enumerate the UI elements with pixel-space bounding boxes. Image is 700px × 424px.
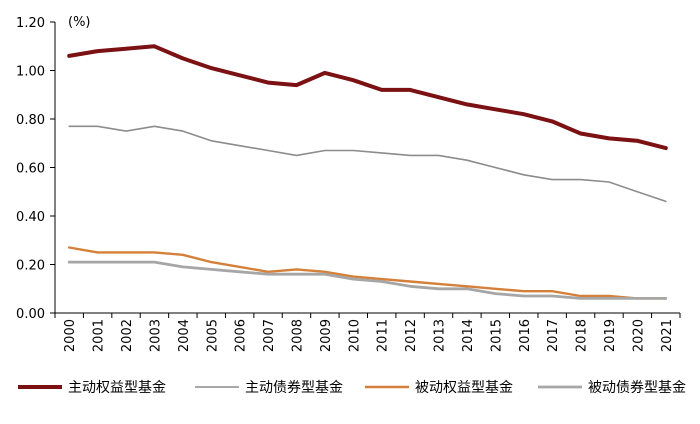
legend-label-1: 主动权益型基金: [68, 379, 166, 396]
legend: 主动权益型基金 主动债券型基金 被动权益型基金 被动债券型基金: [18, 379, 686, 396]
x-tick-label: 2015: [489, 319, 504, 352]
x-tick-label: 2020: [631, 319, 646, 352]
legend-label-3: 被动权益型基金: [415, 379, 513, 396]
x-tick-label: 2010: [347, 319, 362, 352]
legend-label-2: 主动债券型基金: [245, 379, 343, 396]
x-tick-label: 2014: [461, 319, 476, 352]
x-tick-label: 2013: [433, 319, 448, 352]
x-tick-label: 2001: [92, 319, 107, 352]
y-tick-label: 0.60: [16, 162, 45, 177]
y-tick-label: 0.40: [16, 210, 45, 225]
y-axis: 0.00 0.20 0.40 0.60 0.80 1.00 1.20: [16, 16, 56, 322]
y-unit-label: (%): [68, 15, 91, 30]
y-tick-label: 1.00: [16, 65, 45, 80]
series-line-4: [67, 260, 668, 300]
x-tick-label: 2006: [234, 319, 249, 352]
x-tick-label: 2000: [63, 319, 78, 352]
x-tick-label: 2021: [660, 319, 675, 352]
y-tick-label: 1.20: [16, 16, 45, 31]
x-tick-label: 2003: [148, 319, 163, 352]
x-tick-label: 2012: [404, 319, 419, 352]
series-line-2: [68, 125, 667, 203]
series-line-1: [67, 44, 668, 151]
x-tick-label: 2005: [205, 319, 220, 352]
x-tick-label: 2009: [319, 319, 334, 352]
series-line-3: [67, 246, 667, 300]
series-layer: [67, 44, 668, 300]
x-tick-label: 2002: [120, 319, 135, 352]
x-tick-label: 2008: [290, 319, 305, 352]
x-axis: 2000 2001 2002 2003 2004 2005 2006 2007 2008 2009…: [54, 312, 681, 352]
x-tick-label: 2017: [546, 319, 561, 352]
x-tick-label: 2007: [262, 319, 277, 352]
x-tick-label: 2018: [575, 319, 590, 352]
y-tick-label: 0.80: [16, 113, 45, 128]
y-tick-label: 0.00: [16, 307, 45, 322]
x-tick-label: 2019: [603, 319, 618, 352]
legend-label-4: 被动债券型基金: [588, 379, 686, 396]
x-tick-label: 2011: [376, 319, 391, 352]
x-tick-label: 2016: [518, 319, 533, 352]
x-tick-label: 2004: [177, 319, 192, 352]
y-tick-label: 0.20: [16, 259, 45, 274]
